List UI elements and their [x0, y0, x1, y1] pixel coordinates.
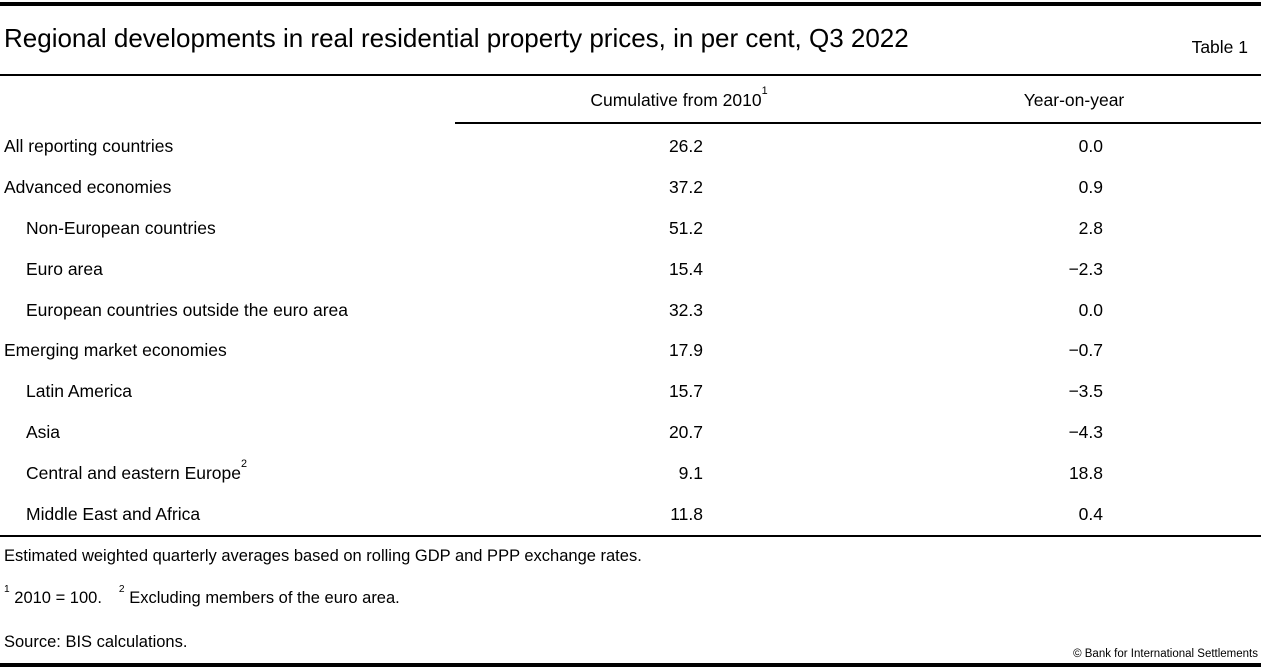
table-row: Advanced economies 37.2 0.9 [0, 167, 1261, 208]
copyright-notice: © Bank for International Settlements [1073, 648, 1258, 660]
footnote-2-marker: 2 [118, 583, 125, 595]
methodology-note: Estimated weighted quarterly averages ba… [4, 547, 642, 565]
cumulative-value: 20.7 [668, 422, 703, 443]
row-label: European countries outside the euro area [26, 299, 349, 320]
yoy-value: 2.8 [1078, 217, 1103, 238]
row-footnote-marker: 2 [241, 458, 248, 471]
row-label: Advanced economies [4, 176, 172, 197]
yoy-value: 0.0 [1078, 299, 1103, 320]
table-row: Euro area 15.4 −2.3 [0, 249, 1261, 290]
cumulative-value: 26.2 [668, 135, 703, 156]
cumulative-value: 9.1 [678, 463, 703, 484]
source-note: Source: BIS calculations. [4, 633, 188, 651]
title-divider [0, 74, 1261, 76]
footnote-1: 1 2010 = 100. [4, 584, 102, 607]
row-label: Euro area [26, 258, 103, 279]
cumulative-value: 15.4 [668, 258, 703, 279]
yoy-value: −2.3 [1068, 258, 1103, 279]
table-row: Emerging market economies 17.9 −0.7 [0, 330, 1261, 371]
cumulative-value: 11.8 [670, 503, 703, 524]
table-number-label: Table 1 [1191, 37, 1248, 57]
cumulative-value: 51.2 [668, 217, 703, 238]
footnote-marker-1: 1 [761, 85, 768, 98]
yoy-value: 0.4 [1078, 503, 1103, 524]
table-row: Non-European countries 51.2 2.8 [0, 208, 1261, 249]
footnote-1-text: 2010 = 100. [14, 589, 102, 607]
bottom-rule-bar [0, 663, 1261, 667]
column-header-yoy: Year-on-year [1023, 90, 1125, 110]
yoy-value: 0.0 [1078, 135, 1103, 156]
page-title: Regional developments in real residentia… [4, 23, 909, 53]
footnote-2-text: Excluding members of the euro area. [129, 589, 400, 607]
table-row: Central and eastern Europe2 9.1 18.8 [0, 453, 1261, 494]
row-label: All reporting countries [4, 135, 174, 156]
row-label: Non-European countries [26, 217, 216, 238]
footnote-2: 2 Excluding members of the euro area. [119, 584, 400, 607]
row-label: Middle East and Africa [26, 503, 201, 524]
cumulative-value: 37.2 [668, 176, 703, 197]
row-label: Emerging market economies [4, 340, 227, 361]
table-row: European countries outside the euro area… [0, 290, 1261, 331]
yoy-value: 18.8 [1068, 463, 1103, 484]
yoy-value: 0.9 [1078, 176, 1103, 197]
cumulative-value: 17.9 [668, 340, 703, 361]
row-label: Latin America [26, 381, 133, 402]
yoy-value: −0.7 [1068, 340, 1103, 361]
cumulative-value: 15.7 [668, 381, 703, 402]
top-rule-bar [0, 2, 1261, 6]
definition-notes: 1 2010 = 100. 2 Excluding members of the … [4, 584, 400, 610]
table-bottom-divider [0, 535, 1261, 537]
yoy-value: −3.5 [1068, 381, 1103, 402]
table-row: Asia 20.7 −4.3 [0, 412, 1261, 453]
row-label: Asia [26, 422, 61, 443]
cumulative-value: 32.3 [668, 299, 703, 320]
yoy-value: −4.3 [1068, 422, 1103, 443]
table-row: Middle East and Africa 11.8 0.4 [0, 494, 1261, 535]
table-row: Latin America 15.7 −3.5 [0, 371, 1261, 412]
footnote-1-marker: 1 [4, 583, 10, 595]
header-divider [455, 122, 1261, 124]
table-row: All reporting countries 26.2 0.0 [0, 126, 1261, 167]
table-body: All reporting countries 26.2 0.0 Advanced e… [0, 126, 1261, 535]
row-label: Central and eastern Europe2 [26, 458, 248, 484]
column-header-cumulative-text: Cumulative from 2010 [590, 90, 762, 110]
column-header-cumulative: Cumulative from 20101 [455, 85, 903, 113]
